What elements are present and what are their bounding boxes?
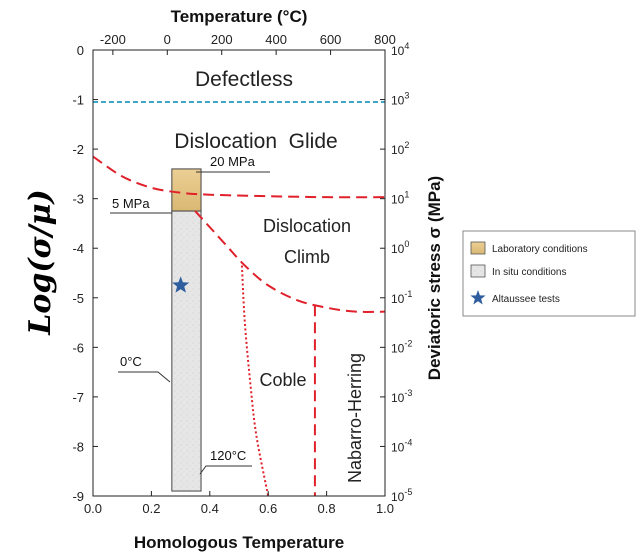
legend-star-icon <box>470 290 486 305</box>
y-right-tick-label: 104 <box>391 41 409 58</box>
y-left-tick-label: -4 <box>72 241 84 256</box>
altaussee-test-point <box>172 276 190 293</box>
y-left-tick-label: -1 <box>72 93 84 108</box>
y-right-tick-label: 10-5 <box>391 487 412 504</box>
legend-swatch-insitu <box>470 264 486 278</box>
y-right-tick-label: 10-3 <box>391 388 412 405</box>
legend-box <box>462 230 636 317</box>
x-bottom-tick-label: 0.4 <box>201 501 219 516</box>
annotation-5mpa: 5 MPa <box>112 196 150 211</box>
y-right-tick-label: 10-2 <box>391 338 412 355</box>
callout-0c-line <box>118 371 171 383</box>
boundaries-layer <box>93 101 385 496</box>
legend-label-lab: Laboratory conditions <box>492 244 588 255</box>
y-left-tick-label: -8 <box>72 439 84 454</box>
in-situ-conditions-bar <box>171 210 202 492</box>
region-dislocation-climb-line1: Dislocation <box>263 216 351 236</box>
legend-swatch-lab <box>470 241 486 255</box>
x-top-tick-label: -200 <box>100 32 126 47</box>
y-left-label: Log(σ/μ) <box>23 189 58 336</box>
x-top-tick-label: 800 <box>374 32 396 47</box>
x-top-tick-label: 600 <box>320 32 342 47</box>
legend-label-insitu: In situ conditions <box>492 267 567 278</box>
y-right-tick-label: 102 <box>391 140 409 157</box>
x-top-ticks: -200 0 200 400 600 800 <box>100 32 396 55</box>
region-dislocation-glide: Dislocation Glide <box>174 130 337 153</box>
region-defectless: Defectless <box>195 68 293 91</box>
x-top-label: Temperature (°C) <box>171 7 308 26</box>
y-left-tick-label: -9 <box>72 489 84 504</box>
points-layer <box>172 276 190 293</box>
boundary-glide-climb <box>93 155 385 199</box>
x-bottom-label: Homologous Temperature <box>134 533 344 552</box>
y-right-tick-label: 103 <box>391 91 409 108</box>
y-left-tick-label: -2 <box>72 142 84 157</box>
laboratory-conditions-bar <box>171 168 202 212</box>
legend-label-altaussee: Altaussee tests <box>492 294 560 305</box>
legend: Laboratory conditions In situ conditions… <box>462 230 636 317</box>
x-bottom-tick-label: 0.2 <box>142 501 160 516</box>
x-top-tick-label: 400 <box>265 32 287 47</box>
annotation-120c: 120°C <box>210 448 246 463</box>
annotation-0c: 0°C <box>120 354 142 369</box>
y-right-label: Deviatoric stress σ (MPa) <box>425 176 444 380</box>
y-left-tick-label: -3 <box>72 192 84 207</box>
x-top-tick-label: 200 <box>211 32 233 47</box>
region-dislocation-climb-line2: Climb <box>284 247 330 267</box>
y-right-tick-label: 10-1 <box>391 289 412 306</box>
x-bottom-ticks: 0.0 0.2 0.4 0.6 0.8 1.0 <box>84 491 394 516</box>
x-bottom-tick-label: 0.6 <box>259 501 277 516</box>
callout-120c-line <box>199 465 252 475</box>
conditions-layer <box>171 168 202 492</box>
x-bottom-tick-label: 0.0 <box>84 501 102 516</box>
y-right-ticks: 104 103 102 101 100 10-1 10-2 10-3 10-4 10-5 <box>380 41 412 504</box>
y-right-tick-label: 100 <box>391 239 409 256</box>
y-left-tick-label: 0 <box>77 43 84 58</box>
region-coble: Coble <box>259 370 306 390</box>
y-right-tick-label: 101 <box>391 190 409 207</box>
annotation-20mpa: 20 MPa <box>210 154 256 169</box>
y-left-tick-label: -6 <box>72 340 84 355</box>
y-left-ticks: 0 -1 -2 -3 -4 -5 -6 -7 -8 -9 <box>72 43 98 504</box>
plot-frame <box>92 49 386 497</box>
x-bottom-tick-label: 0.8 <box>318 501 336 516</box>
boundary-coble-left <box>240 265 270 496</box>
region-nabarro-herring: Nabarro-Herring <box>345 353 365 483</box>
y-left-tick-label: -7 <box>72 390 84 405</box>
x-bottom-tick-label: 1.0 <box>376 501 394 516</box>
x-top-tick-label: 0 <box>164 32 171 47</box>
y-right-tick-label: 10-4 <box>391 437 412 454</box>
boundary-climb-diffusion <box>194 210 385 313</box>
y-left-tick-label: -5 <box>72 291 84 306</box>
